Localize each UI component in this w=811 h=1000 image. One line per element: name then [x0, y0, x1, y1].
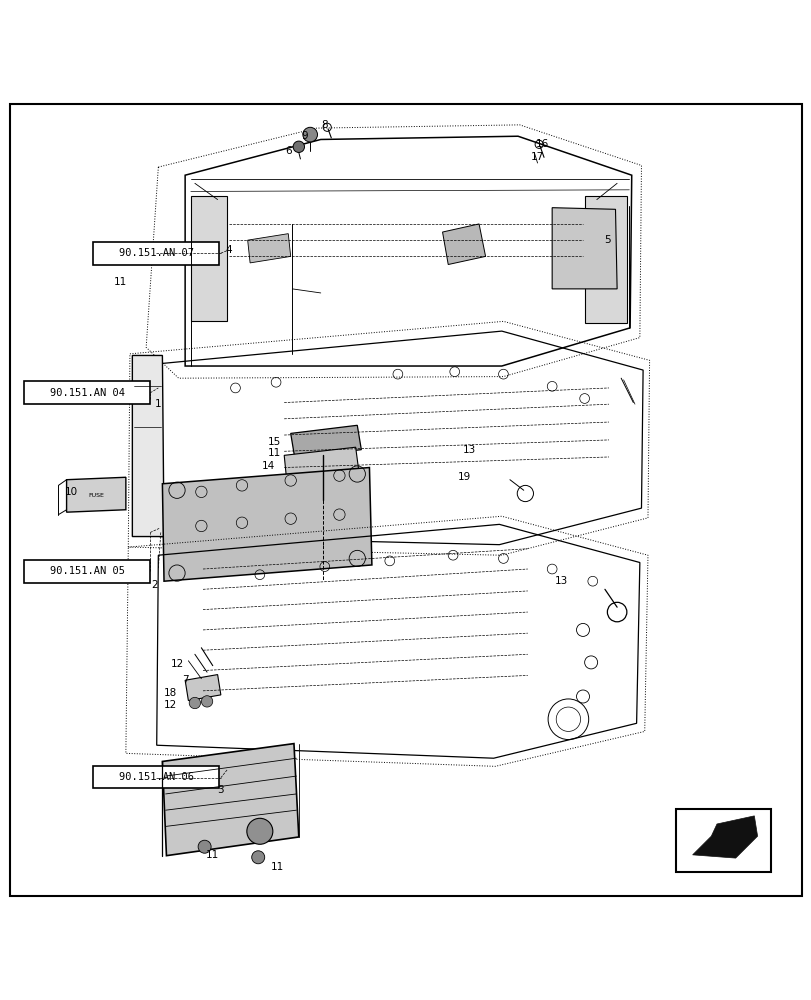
- Polygon shape: [132, 355, 164, 537]
- Text: 2: 2: [151, 580, 157, 590]
- Text: 17: 17: [530, 152, 543, 162]
- Circle shape: [251, 851, 264, 864]
- Circle shape: [201, 696, 212, 707]
- Text: 13: 13: [555, 576, 568, 586]
- FancyBboxPatch shape: [93, 766, 219, 788]
- Polygon shape: [247, 234, 290, 263]
- Text: 18: 18: [164, 688, 177, 698]
- Polygon shape: [551, 208, 616, 289]
- Text: 7: 7: [182, 675, 188, 685]
- Text: 90.151.AN 06: 90.151.AN 06: [118, 772, 194, 782]
- Circle shape: [198, 840, 211, 853]
- Circle shape: [293, 141, 304, 152]
- Bar: [675, 809, 770, 872]
- Text: 1: 1: [155, 399, 161, 409]
- Text: 5: 5: [603, 235, 610, 245]
- Text: 19: 19: [457, 472, 470, 482]
- Text: 9: 9: [301, 131, 307, 141]
- Circle shape: [303, 127, 317, 142]
- Text: 14: 14: [261, 461, 274, 471]
- Polygon shape: [191, 196, 227, 321]
- Text: 15: 15: [268, 437, 281, 447]
- Polygon shape: [442, 224, 485, 265]
- Text: 90.151.AN 04: 90.151.AN 04: [49, 388, 125, 398]
- Text: 10: 10: [65, 487, 78, 497]
- Text: 12: 12: [170, 659, 183, 669]
- Polygon shape: [162, 468, 371, 581]
- FancyBboxPatch shape: [93, 242, 219, 265]
- FancyBboxPatch shape: [24, 381, 150, 404]
- Text: 11: 11: [206, 850, 219, 860]
- Text: 90.151.AN 05: 90.151.AN 05: [49, 566, 125, 576]
- Text: 16: 16: [535, 139, 548, 149]
- Polygon shape: [185, 675, 221, 701]
- FancyBboxPatch shape: [24, 560, 150, 583]
- Polygon shape: [67, 477, 126, 512]
- Polygon shape: [290, 425, 361, 458]
- Text: 11: 11: [271, 862, 284, 872]
- Text: 90.151.AN 07: 90.151.AN 07: [118, 248, 194, 258]
- Circle shape: [189, 697, 200, 709]
- Text: 13: 13: [462, 445, 475, 455]
- Circle shape: [247, 818, 272, 844]
- Text: 4: 4: [225, 245, 232, 255]
- Polygon shape: [284, 447, 358, 480]
- Polygon shape: [584, 196, 626, 323]
- Text: 6: 6: [285, 146, 291, 156]
- Polygon shape: [692, 816, 757, 858]
- Text: 11: 11: [114, 277, 127, 287]
- Text: 12: 12: [164, 700, 177, 710]
- Text: 11: 11: [268, 448, 281, 458]
- Polygon shape: [162, 744, 298, 856]
- Text: FUSE: FUSE: [88, 493, 104, 498]
- Text: 8: 8: [321, 120, 328, 130]
- Text: 3: 3: [217, 785, 224, 795]
